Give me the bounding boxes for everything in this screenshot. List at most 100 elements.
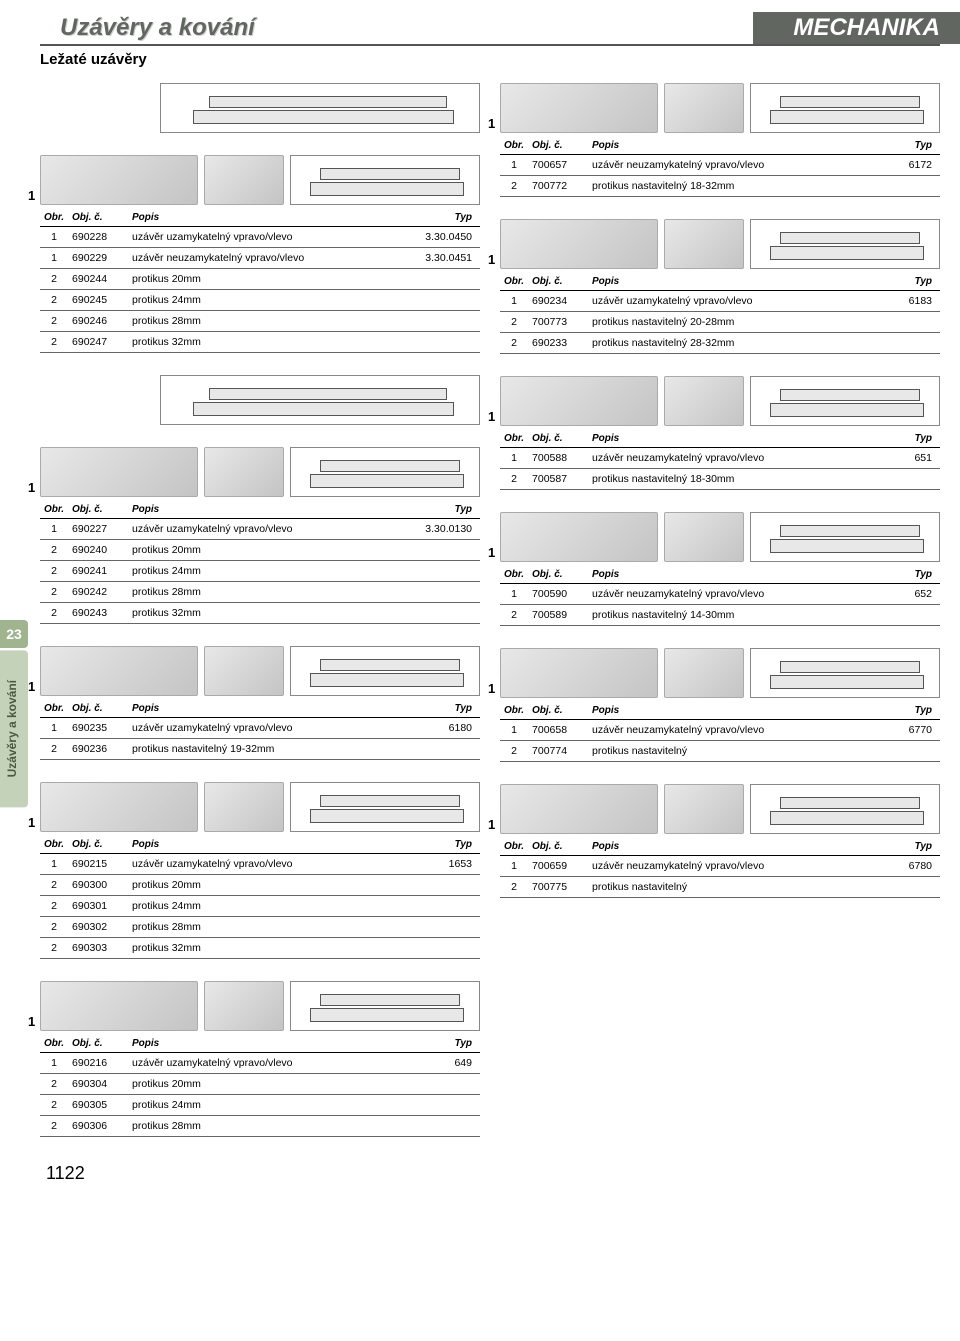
- cell-obr: 1: [500, 720, 528, 741]
- table-row: 1690215uzávěr uzamykatelný vpravo/vlevo1…: [40, 854, 480, 875]
- cell-popis: protikus 20mm: [128, 540, 410, 561]
- figure-label: 1: [488, 252, 495, 267]
- figure-label: 1: [28, 188, 35, 203]
- brand-label: MECHANIKA: [753, 12, 960, 44]
- tech-diagram: [290, 155, 480, 205]
- product-photo: [204, 447, 284, 497]
- table-row: 2700589protikus nastavitelný 14-30mm: [500, 605, 940, 626]
- cell-popis: protikus nastavitelný 14-30mm: [588, 605, 870, 626]
- col-popis: Popis: [128, 1035, 410, 1053]
- table-row: 1700657uzávěr neuzamykatelný vpravo/vlev…: [500, 155, 940, 176]
- table-row: 2690240protikus 20mm: [40, 540, 480, 561]
- col-typ: Typ: [870, 566, 940, 584]
- cell-obj: 690246: [68, 311, 128, 332]
- cell-obr: 1: [500, 448, 528, 469]
- product-photo: [40, 447, 198, 497]
- col-obj: Obj. č.: [68, 1035, 128, 1053]
- product-table: Obr.Obj. č.PopisTyp1690228uzávěr uzamyka…: [40, 209, 480, 353]
- cell-obr: 2: [500, 333, 528, 354]
- cell-typ: [410, 1074, 480, 1095]
- cell-obj: 690303: [68, 938, 128, 959]
- cell-typ: [870, 605, 940, 626]
- cell-typ: [870, 877, 940, 898]
- table-row: 2690241protikus 24mm: [40, 561, 480, 582]
- figure-label: 1: [28, 480, 35, 495]
- col-obj: Obj. č.: [528, 273, 588, 291]
- cell-typ: [410, 739, 480, 760]
- col-popis: Popis: [588, 273, 870, 291]
- cell-typ: 6180: [410, 718, 480, 739]
- cell-obr: 2: [40, 917, 68, 938]
- product-table: Obr.Obj. č.PopisTyp1690227uzávěr uzamyka…: [40, 501, 480, 624]
- table-row: 2690236protikus nastavitelný 19-32mm: [40, 739, 480, 760]
- product-table: Obr.Obj. č.PopisTyp1690234uzávěr uzamyka…: [500, 273, 940, 354]
- cell-popis: protikus 32mm: [128, 603, 410, 624]
- cell-typ: [870, 741, 940, 762]
- product-table: Obr.Obj. č.PopisTyp1700590uzávěr neuzamy…: [500, 566, 940, 626]
- col-obr: Obr.: [40, 501, 68, 519]
- cell-obr: 2: [500, 469, 528, 490]
- cell-obj: 700772: [528, 176, 588, 197]
- cell-obr: 1: [40, 1053, 68, 1074]
- product-photo: [204, 981, 284, 1031]
- cell-obj: 690229: [68, 248, 128, 269]
- table-row: 2690244protikus 20mm: [40, 269, 480, 290]
- cell-popis: protikus nastavitelný: [588, 877, 870, 898]
- col-obj: Obj. č.: [528, 137, 588, 155]
- cell-obr: 2: [40, 875, 68, 896]
- cell-popis: uzávěr uzamykatelný vpravo/vlevo: [588, 291, 870, 312]
- product-photo: [664, 219, 744, 269]
- product-photo: [664, 784, 744, 834]
- table-row: 2690246protikus 28mm: [40, 311, 480, 332]
- figure-label: 1: [488, 409, 495, 424]
- cell-typ: [410, 540, 480, 561]
- page-header: Uzávěry a kování MECHANIKA: [40, 12, 940, 46]
- product-photo: [664, 648, 744, 698]
- table-row: 2690305protikus 24mm: [40, 1095, 480, 1116]
- cell-popis: protikus nastavitelný 19-32mm: [128, 739, 410, 760]
- col-typ: Typ: [410, 1035, 480, 1053]
- cell-popis: uzávěr neuzamykatelný vpravo/vlevo: [588, 584, 870, 605]
- table-row: 2690300protikus 20mm: [40, 875, 480, 896]
- table-row: 2690301protikus 24mm: [40, 896, 480, 917]
- figure-label: 1: [488, 681, 495, 696]
- table-row: 1700590uzávěr neuzamykatelný vpravo/vlev…: [500, 584, 940, 605]
- col-popis: Popis: [128, 501, 410, 519]
- product-table: Obr.Obj. č.PopisTyp1700659uzávěr neuzamy…: [500, 838, 940, 898]
- cell-typ: 6172: [870, 155, 940, 176]
- col-obj: Obj. č.: [528, 430, 588, 448]
- table-row: 2690243protikus 32mm: [40, 603, 480, 624]
- col-popis: Popis: [588, 137, 870, 155]
- cell-obr: 2: [40, 290, 68, 311]
- cell-obj: 690247: [68, 332, 128, 353]
- table-row: 2700587protikus nastavitelný 18-30mm: [500, 469, 940, 490]
- col-obr: Obr.: [500, 273, 528, 291]
- cell-popis: uzávěr neuzamykatelný vpravo/vlevo: [588, 448, 870, 469]
- tech-diagram: [160, 375, 480, 425]
- cell-obj: 690227: [68, 519, 128, 540]
- table-row: 1690227uzávěr uzamykatelný vpravo/vlevo3…: [40, 519, 480, 540]
- cell-typ: [410, 1095, 480, 1116]
- cell-popis: protikus 20mm: [128, 875, 410, 896]
- cell-popis: protikus nastavitelný: [588, 741, 870, 762]
- cell-obr: 2: [40, 1074, 68, 1095]
- cell-obj: 700658: [528, 720, 588, 741]
- cell-popis: protikus 28mm: [128, 917, 410, 938]
- cell-popis: protikus 28mm: [128, 1116, 410, 1137]
- table-row: 2700774protikus nastavitelný: [500, 741, 940, 762]
- tech-diagram: [290, 447, 480, 497]
- cell-obr: 2: [40, 1095, 68, 1116]
- cell-typ: 649: [410, 1053, 480, 1074]
- cell-typ: [410, 582, 480, 603]
- cell-obj: 690236: [68, 739, 128, 760]
- table-row: 2690247protikus 32mm: [40, 332, 480, 353]
- cell-popis: protikus 24mm: [128, 1095, 410, 1116]
- cell-obj: 690228: [68, 227, 128, 248]
- cell-obj: 690216: [68, 1053, 128, 1074]
- table-row: 1690234uzávěr uzamykatelný vpravo/vlevo6…: [500, 291, 940, 312]
- cell-typ: 6770: [870, 720, 940, 741]
- tech-diagram: [750, 648, 940, 698]
- cell-popis: uzávěr uzamykatelný vpravo/vlevo: [128, 1053, 410, 1074]
- cell-typ: [410, 290, 480, 311]
- cell-obj: 690302: [68, 917, 128, 938]
